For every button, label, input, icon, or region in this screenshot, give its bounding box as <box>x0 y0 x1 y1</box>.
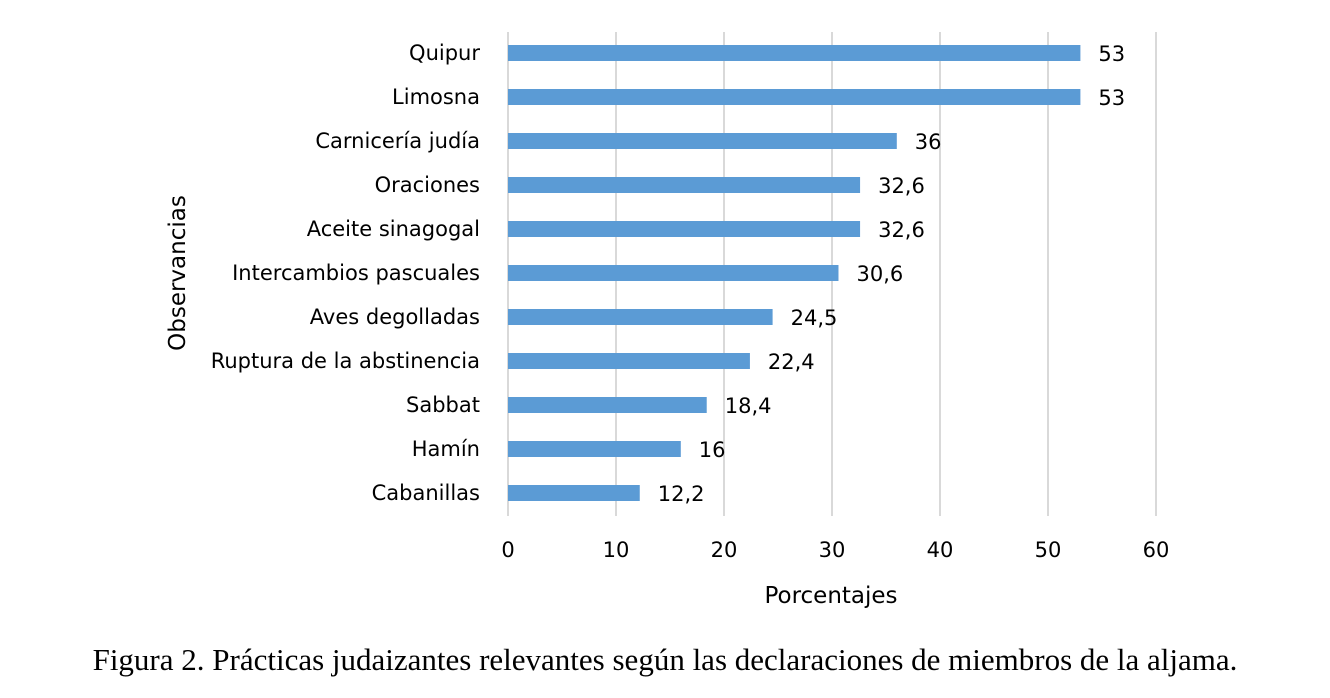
bar <box>508 133 897 149</box>
bar <box>508 309 773 325</box>
category-labels: Quipur Limosna Carnicería judía Oraciones Ac… <box>211 41 481 505</box>
category-label: Aceite sinagogal <box>307 217 480 241</box>
bar <box>508 441 681 457</box>
category-label: Cabanillas <box>372 481 480 505</box>
bar <box>508 89 1081 105</box>
x-tick-label: 50 <box>1035 538 1062 562</box>
x-tick-label: 60 <box>1143 538 1170 562</box>
bar <box>508 45 1081 61</box>
value-label: 53 <box>1098 42 1125 66</box>
x-tick-label: 30 <box>819 538 846 562</box>
value-label: 12,2 <box>658 482 705 506</box>
category-label: Hamín <box>412 437 480 461</box>
category-label: Limosna <box>392 85 480 109</box>
value-label: 24,5 <box>791 306 838 330</box>
value-label: 18,4 <box>725 394 772 418</box>
x-tick-label: 40 <box>927 538 954 562</box>
value-label: 32,6 <box>878 174 925 198</box>
bar <box>508 397 707 413</box>
bar <box>508 265 839 281</box>
bar-chart: Quipur Limosna Carnicería judía Oraciones Ac… <box>165 32 1169 609</box>
figure-caption: Figura 2. Prácticas judaizantes relevant… <box>92 642 1238 677</box>
x-axis-title: Porcentajes <box>764 583 897 609</box>
category-label: Aves degolladas <box>310 305 480 329</box>
x-tick-label: 10 <box>603 538 630 562</box>
category-label: Oraciones <box>375 173 480 197</box>
category-label: Quipur <box>409 41 480 65</box>
bar <box>508 221 861 237</box>
value-label: 32,6 <box>878 218 925 242</box>
value-label: 16 <box>699 438 726 462</box>
bar <box>508 177 861 193</box>
y-axis-title: Observancias <box>165 195 191 351</box>
x-tick-label: 0 <box>501 538 514 562</box>
value-label: 22,4 <box>768 350 815 374</box>
value-label: 53 <box>1098 86 1125 110</box>
value-label: 30,6 <box>856 262 903 286</box>
value-labels: 53 53 36 32,6 32,6 30,6 24,5 22,4 18,4 16 12,2 <box>658 42 1125 506</box>
x-tick-label: 20 <box>711 538 738 562</box>
category-label: Carnicería judía <box>315 129 480 153</box>
category-label: Ruptura de la abstinencia <box>211 349 480 373</box>
x-tick-labels: 0 10 20 30 40 50 60 <box>501 538 1169 562</box>
value-label: 36 <box>915 130 942 154</box>
bar <box>508 353 750 369</box>
category-label: Sabbat <box>406 393 480 417</box>
bars <box>508 45 1081 501</box>
category-label: Intercambios pascuales <box>232 261 480 285</box>
bar <box>508 485 640 501</box>
